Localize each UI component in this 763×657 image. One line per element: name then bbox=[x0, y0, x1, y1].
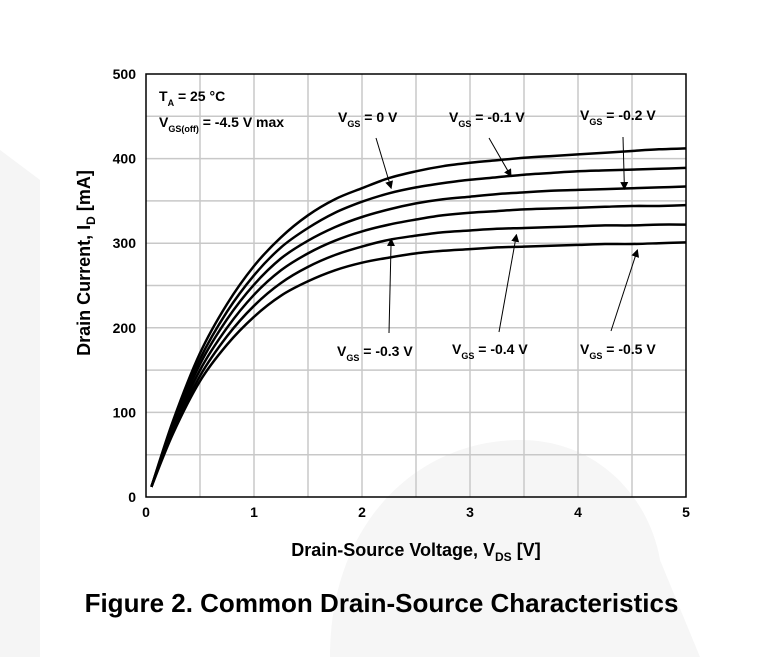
y-tick-label: 200 bbox=[113, 320, 137, 336]
leader-arrow-3 bbox=[387, 237, 395, 334]
vgs-off-label: VGS(off) = -4.5 V max bbox=[159, 114, 284, 134]
series-line-1 bbox=[150, 166, 687, 488]
x-tick-label: 2 bbox=[358, 504, 366, 520]
leader-arrow-4 bbox=[498, 233, 520, 333]
x-tick-label: 3 bbox=[466, 504, 474, 520]
temperature-label: TA = 25 °C bbox=[159, 88, 225, 108]
series-line-2 bbox=[150, 185, 687, 488]
series-label-5: VGS = -0.5 V bbox=[580, 341, 656, 361]
series-label-2: VGS = -0.2 V bbox=[580, 107, 656, 127]
series-label-3: VGS = -0.3 V bbox=[337, 343, 413, 363]
y-tick-label: 300 bbox=[113, 235, 137, 251]
series-line-3 bbox=[150, 203, 687, 488]
leader-arrow-2 bbox=[620, 136, 629, 191]
y-tick-label: 400 bbox=[113, 151, 137, 167]
figure-caption: Figure 2. Common Drain-Source Characteri… bbox=[84, 588, 679, 618]
y-tick-label: 0 bbox=[128, 489, 136, 505]
x-tick-label: 0 bbox=[142, 504, 150, 520]
y-tick-label: 500 bbox=[113, 66, 137, 82]
x-tick-label: 4 bbox=[574, 504, 582, 520]
leader-arrow-0 bbox=[375, 137, 393, 190]
leader-arrow-1 bbox=[488, 137, 512, 178]
plot-frame bbox=[145, 73, 687, 498]
leader-arrow-5 bbox=[610, 249, 640, 332]
series-line-0 bbox=[150, 147, 687, 488]
series-line-5 bbox=[150, 241, 687, 488]
series-group bbox=[150, 147, 687, 488]
y-tick-label: 100 bbox=[113, 404, 137, 420]
y-axis-title: Drain Current, ID [mA] bbox=[74, 170, 98, 356]
tick-labels: 0 1 2 3 4 5 0 100 200 300 400 500 bbox=[113, 66, 690, 520]
x-tick-label: 1 bbox=[250, 504, 258, 520]
series-label-1: VGS = -0.1 V bbox=[449, 109, 525, 129]
annotations: TA = 25 °C VGS(off) = -4.5 V max VGS = 0 V… bbox=[159, 88, 656, 363]
series-label-4: VGS = -0.4 V bbox=[452, 341, 528, 361]
series-line-4 bbox=[150, 223, 687, 488]
grid bbox=[146, 74, 686, 497]
x-tick-label: 5 bbox=[682, 504, 690, 520]
x-axis-title: Drain-Source Voltage, VDS [V] bbox=[291, 540, 540, 564]
series-label-0: VGS = 0 V bbox=[338, 109, 398, 129]
